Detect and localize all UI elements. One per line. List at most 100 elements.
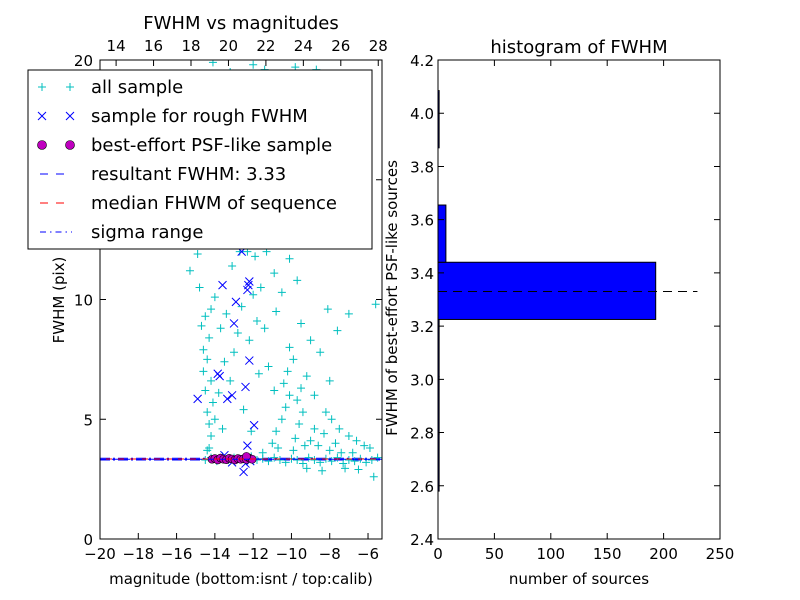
all-sample-point [228, 261, 237, 270]
all-sample-point [339, 459, 348, 468]
all-sample-point [195, 283, 204, 292]
all-sample-point [293, 276, 302, 285]
legend-label: sample for rough FWHM [91, 106, 308, 127]
scatter-marks [100, 60, 382, 481]
all-sample-point [237, 302, 246, 311]
rough-sample-point [193, 394, 202, 404]
all-sample-point [268, 439, 277, 448]
hist-y-tick-label: 4.2 [410, 52, 434, 70]
all-sample-point [285, 391, 294, 400]
legend-label: sigma range [91, 222, 203, 243]
legend-label: all sample [91, 77, 183, 98]
legend-x-icon [37, 111, 47, 121]
all-sample-point [289, 355, 298, 364]
all-sample-point [293, 455, 302, 464]
legend-plus-icon [66, 83, 74, 91]
all-sample-point [318, 466, 327, 475]
all-sample-point [220, 357, 229, 366]
hist-y-tick-label: 3.2 [410, 318, 434, 336]
all-sample-point [203, 408, 212, 417]
hist-x-tick-label: 50 [485, 545, 504, 563]
all-sample-point [367, 455, 376, 464]
top-tick-label: 16 [144, 37, 163, 55]
y-tick-label: 20 [74, 52, 93, 70]
all-sample-point [207, 305, 216, 314]
x-tick-label: −20 [84, 545, 116, 563]
all-sample-point [205, 333, 214, 342]
all-sample-point [256, 283, 265, 292]
all-sample-point [258, 448, 267, 457]
all-sample-point [348, 448, 357, 457]
top-tick-label: 22 [256, 37, 275, 55]
all-sample-point [203, 355, 212, 364]
all-sample-point [185, 266, 194, 275]
all-sample-point [274, 443, 283, 452]
hist-y-tick-label: 3.6 [410, 212, 434, 230]
scatter-data [100, 60, 382, 481]
rough-sample-point [249, 420, 259, 430]
top-tick-label: 20 [219, 37, 238, 55]
all-sample-point [304, 453, 313, 462]
all-sample-point [285, 254, 294, 263]
all-sample-point [297, 319, 306, 328]
all-sample-point [226, 376, 235, 385]
rough-sample-point [218, 280, 227, 290]
y-tick-label: 10 [74, 292, 93, 310]
all-sample-point [331, 439, 340, 448]
y-tick-label: 5 [83, 411, 93, 429]
all-sample-point [373, 453, 382, 462]
top-tick-label: 24 [294, 37, 313, 55]
all-sample-point [289, 446, 298, 455]
rough-sample-point [244, 356, 254, 365]
all-sample-point [365, 443, 374, 452]
rough-sample-point [244, 280, 253, 290]
legend-item: median FHWM of sequence [40, 193, 337, 214]
top-tick-label: 14 [107, 37, 126, 55]
all-sample-point [201, 312, 210, 321]
all-sample-point [205, 420, 214, 429]
histogram-bar [437, 261, 657, 320]
all-sample-point [323, 305, 332, 314]
all-sample-point [239, 405, 248, 414]
all-sample-point [306, 436, 315, 445]
rough-sample-point [229, 319, 239, 328]
hist-y-tick-label: 2.8 [410, 425, 434, 443]
legend-box [27, 69, 373, 250]
all-sample-point [216, 324, 225, 333]
all-sample-point [337, 448, 346, 457]
all-sample-point [327, 415, 336, 424]
hist-y-tick-label: 2.4 [410, 531, 434, 549]
all-sample-point [283, 367, 292, 376]
all-sample-point [354, 465, 363, 474]
all-sample-point [295, 420, 304, 429]
all-sample-point [260, 324, 269, 333]
all-sample-point [222, 309, 231, 318]
rough-sample-point [231, 297, 241, 307]
hist-x-tick-label: 150 [593, 545, 622, 563]
legend-label: median FHWM of sequence [91, 193, 337, 214]
histogram-marks [437, 90, 698, 492]
all-sample-point [279, 379, 288, 388]
histogram-axes: 0 50 100 150 200 250 2.4 2.6 2.8 3.0 3.2 3.4 3.6 3.8 4… [383, 37, 734, 588]
x-tick-label: −16 [161, 545, 193, 563]
top-tick-label: 28 [369, 37, 388, 55]
all-sample-point [199, 345, 208, 354]
legend-item: all sample [38, 77, 183, 98]
hist-y-tick-label: 3.4 [410, 265, 434, 283]
all-sample-point [277, 415, 286, 424]
all-sample-point [371, 300, 380, 309]
all-sample-point [352, 436, 361, 445]
all-sample-point [218, 424, 227, 433]
all-sample-point [325, 446, 334, 455]
all-sample-point [293, 396, 302, 405]
all-sample-point [203, 446, 212, 455]
legend-x-icon [65, 111, 75, 121]
legend-item: sigma range [40, 222, 203, 243]
rough-sample-point [215, 371, 225, 381]
all-sample-point [325, 376, 334, 385]
all-sample-point [310, 455, 319, 464]
rough-sample-point [241, 382, 250, 392]
x-tick-label: −10 [276, 545, 308, 563]
rough-sample-point [239, 467, 248, 477]
rough-sample-point [227, 390, 237, 400]
